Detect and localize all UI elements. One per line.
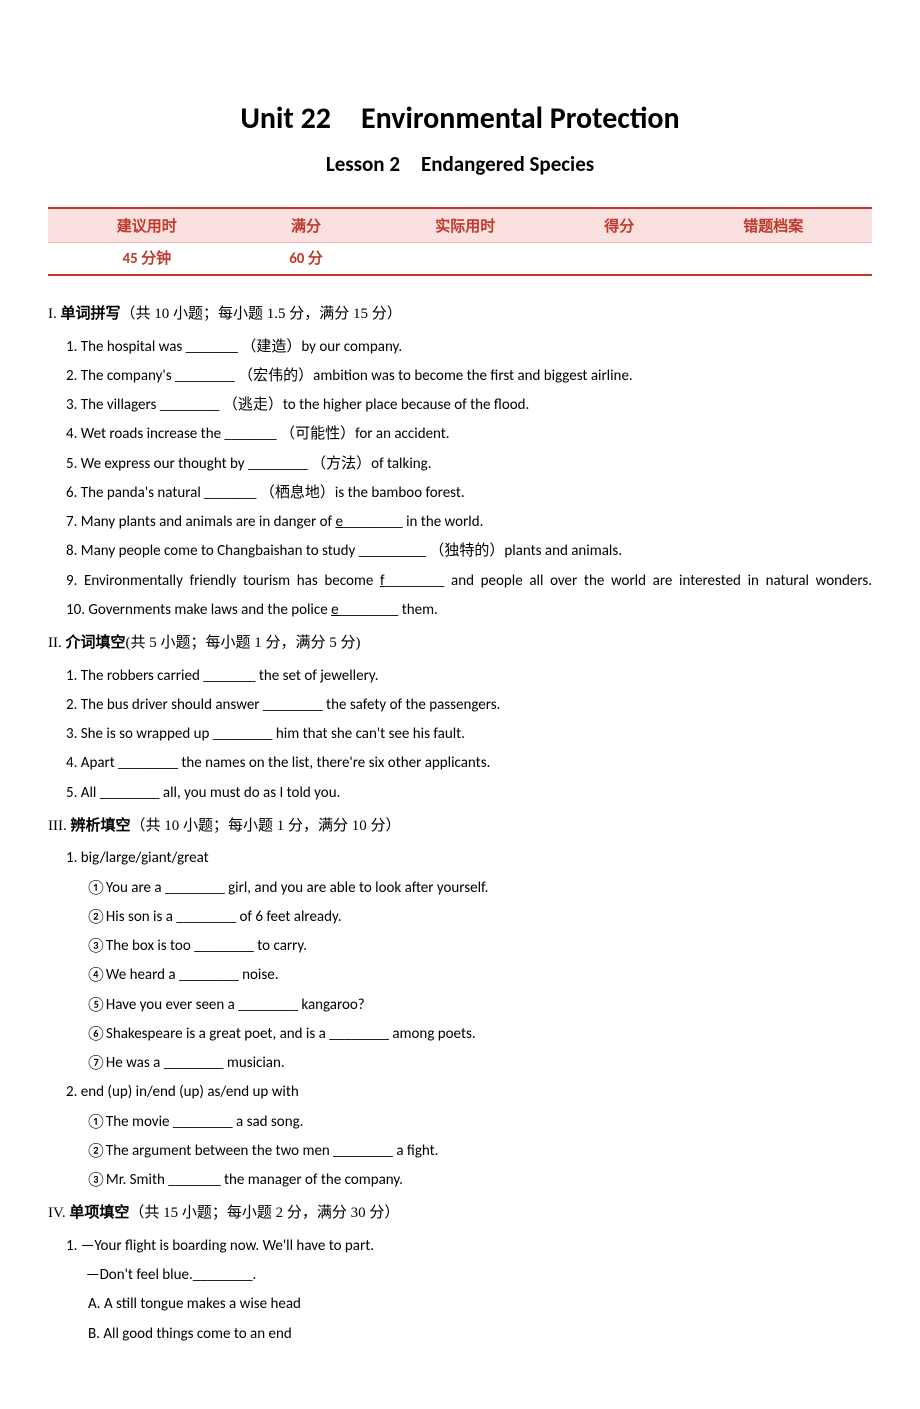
- s1-q10: 10. Governments make laws and the police…: [66, 596, 872, 625]
- section-1-header: I. 单词拼写（共 10 小题；每小题 1.5 分，满分 15 分）: [48, 300, 872, 329]
- s3-g2-3: ③Mr. Smith _______ the manager of the co…: [86, 1166, 872, 1195]
- s4-q1-l1: 1. —Your flight is boarding now. We'll h…: [66, 1232, 872, 1261]
- section-1-rest: （共 10 小题；每小题 1.5 分，满分 15 分）: [121, 306, 402, 322]
- section-2-header: II. 介词填空(共 5 小题；每小题 1 分，满分 5 分): [48, 629, 872, 658]
- s1-q2a: 2. The company's ________: [66, 367, 238, 385]
- score-table: 建议用时 满分 实际用时 得分 错题档案 45 分钟 60 分: [48, 207, 872, 276]
- s1-q10a: 10. Governments make laws and the police: [66, 601, 331, 619]
- s4-q1-opt-b: B. All good things come to an end: [88, 1320, 872, 1349]
- section-4-rest: （共 15 小题；每小题 2 分，满分 30 分）: [129, 1205, 399, 1221]
- s3-g2-2: ②The argument between the two men ______…: [86, 1137, 872, 1166]
- col-full-score: 满分: [246, 208, 367, 243]
- s3-g1-1: ①You are a ________ girl, and you are ab…: [86, 874, 872, 903]
- val-errors: [674, 243, 872, 276]
- s1-q6a: 6. The panda's natural _______: [66, 484, 260, 502]
- section-3-title: 辨析填空: [71, 818, 131, 834]
- s1-q7a: 7. Many plants and animals are in danger…: [66, 513, 335, 531]
- s2-q5: 5. All ________ all, you must do as I to…: [66, 779, 872, 808]
- val-score: [564, 243, 674, 276]
- val-actual-time: [366, 243, 564, 276]
- s2-q3: 3. She is so wrapped up ________ him tha…: [66, 720, 872, 749]
- s1-q7b: ________ in the world.: [343, 513, 483, 531]
- s1-q7: 7. Many plants and animals are in danger…: [66, 508, 872, 537]
- col-score: 得分: [564, 208, 674, 243]
- section-3-header: III. 辨析填空（共 10 小题；每小题 1 分，满分 10 分）: [48, 812, 872, 841]
- s3-g2: 2. end (up) in/end (up) as/end up with: [66, 1078, 872, 1107]
- s1-q3c: to the higher place because of the flood…: [283, 396, 529, 414]
- s3-g1-7: ⑦He was a ________ musician.: [86, 1049, 872, 1078]
- section-4-title: 单项填空: [69, 1205, 129, 1221]
- s1-q6b: （栖息地）: [260, 485, 335, 501]
- s1-q3: 3. The villagers ________ （逃走）to the hig…: [66, 391, 872, 420]
- val-full-score: 60 分: [246, 243, 367, 276]
- s1-q10u: e: [331, 601, 338, 619]
- col-actual-time: 实际用时: [366, 208, 564, 243]
- section-4-header: IV. 单项填空（共 15 小题；每小题 2 分，满分 30 分）: [48, 1199, 872, 1228]
- s1-q2b: （宏伟的）: [238, 368, 313, 384]
- s2-q2: 2. The bus driver should answer ________…: [66, 691, 872, 720]
- s1-q2: 2. The company's ________ （宏伟的）ambition …: [66, 362, 872, 391]
- s1-q4a: 4. Wet roads increase the _______: [66, 425, 280, 443]
- s1-q1c: by our company.: [301, 338, 402, 356]
- s1-q1b: （建造）: [241, 339, 301, 355]
- s1-q8c: plants and animals.: [504, 542, 622, 560]
- s1-q9: 9. Environmentally friendly tourism has …: [66, 567, 872, 596]
- s1-q1a: 1. The hospital was _______: [66, 338, 241, 356]
- s1-q3a: 3. The villagers ________: [66, 396, 223, 414]
- section-1-title: 单词拼写: [61, 306, 121, 322]
- s1-q5: 5. We express our thought by ________ （方…: [66, 450, 872, 479]
- s1-q5a: 5. We express our thought by ________: [66, 455, 311, 473]
- section-2-num: II.: [48, 635, 66, 651]
- s1-q7u: e: [335, 513, 342, 531]
- s1-q8b: （独特的）: [429, 543, 504, 559]
- s3-g1-2: ②His son is a ________ of 6 feet already…: [86, 903, 872, 932]
- section-3-rest: （共 10 小题；每小题 1 分，满分 10 分）: [131, 818, 401, 834]
- s1-q8a: 8. Many people come to Changbaishan to s…: [66, 542, 429, 560]
- section-1-num: I.: [48, 306, 61, 322]
- s1-q8: 8. Many people come to Changbaishan to s…: [66, 537, 872, 566]
- s2-q1: 1. The robbers carried _______ the set o…: [66, 662, 872, 691]
- section-2-rest: (共 5 小题；每小题 1 分，满分 5 分): [126, 635, 361, 651]
- s4-q1-opt-a: A. A still tongue makes a wise head: [88, 1290, 872, 1319]
- s1-q5b: （方法）: [311, 456, 371, 472]
- s1-q5c: of talking.: [371, 455, 431, 473]
- s1-q3b: （逃走）: [223, 397, 283, 413]
- val-time-suggested: 45 分钟: [48, 243, 246, 276]
- s1-q9a: 9. Environmentally friendly tourism has …: [66, 572, 380, 590]
- s1-q4c: for an accident.: [355, 425, 449, 443]
- s3-g1-5: ⑤Have you ever seen a ________ kangaroo?: [86, 991, 872, 1020]
- s3-g1-3: ③The box is too ________ to carry.: [86, 932, 872, 961]
- col-time-suggested: 建议用时: [48, 208, 246, 243]
- s3-g1-4: ④We heard a ________ noise.: [86, 961, 872, 990]
- s1-q6c: is the bamboo forest.: [335, 484, 465, 502]
- lesson-subtitle: Lesson 2 Endangered Species: [48, 151, 872, 177]
- s1-q10b: ________ them.: [339, 601, 438, 619]
- s1-q4: 4. Wet roads increase the _______ （可能性）f…: [66, 420, 872, 449]
- s1-q9b: ________ and people all over the world a…: [385, 572, 872, 590]
- s1-q4b: （可能性）: [280, 426, 355, 442]
- unit-title: Unit 22 Environmental Protection: [48, 100, 872, 137]
- s1-q1: 1. The hospital was _______ （建造）by our c…: [66, 333, 872, 362]
- s3-g1-6: ⑥Shakespeare is a great poet, and is a _…: [86, 1020, 872, 1049]
- section-2-title: 介词填空: [66, 635, 126, 651]
- s1-q6: 6. The panda's natural _______ （栖息地）is t…: [66, 479, 872, 508]
- s4-q1-l2: —Don't feel blue.________.: [86, 1261, 872, 1290]
- section-3-num: III.: [48, 818, 71, 834]
- s3-g2-1: ①The movie ________ a sad song.: [86, 1108, 872, 1137]
- s1-q2c: ambition was to become the first and big…: [313, 367, 633, 385]
- col-errors: 错题档案: [674, 208, 872, 243]
- section-4-num: IV.: [48, 1205, 69, 1221]
- s2-q4: 4. Apart ________ the names on the list,…: [66, 749, 872, 778]
- s3-g1: 1. big/large/giant/great: [66, 844, 872, 873]
